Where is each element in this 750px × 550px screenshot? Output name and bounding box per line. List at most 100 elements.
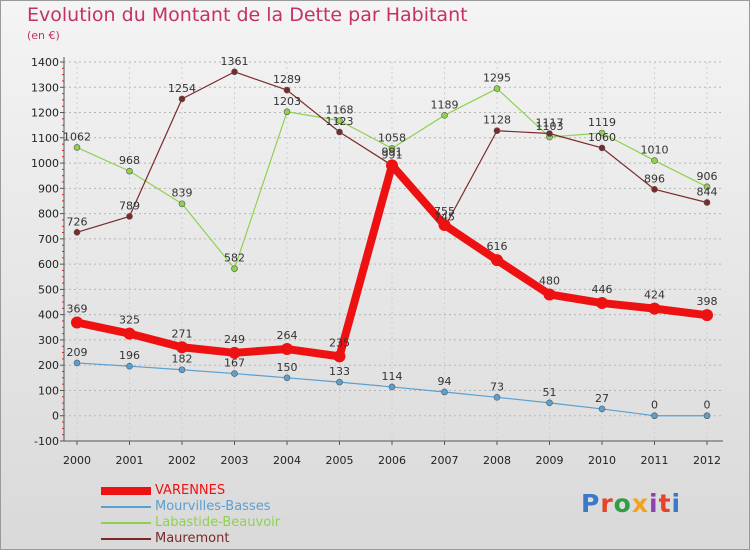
data-label: 249: [224, 333, 245, 346]
legend-item: VARENNES: [101, 483, 321, 499]
data-point: [231, 370, 238, 377]
legend: VARENNES Mourvilles-Basses Labastide-Beauv…: [101, 483, 321, 547]
data-label: 1289: [273, 73, 301, 86]
data-point: [543, 288, 556, 301]
data-label: 839: [172, 187, 193, 200]
data-label: 1058: [378, 131, 406, 144]
y-tick-label: 800: [38, 208, 59, 221]
data-point: [126, 362, 133, 370]
data-label: 167: [224, 357, 245, 370]
data-label: 424: [644, 289, 665, 302]
x-tick-label: 2001: [116, 454, 144, 467]
data-point: [703, 183, 711, 191]
data-label: 616: [487, 240, 508, 253]
y-tick-label: 1300: [31, 81, 59, 94]
data-point: [651, 157, 658, 164]
logo-letter: P: [581, 489, 601, 518]
data-label: 745: [434, 210, 455, 223]
data-label: 582: [224, 252, 245, 265]
data-point: [178, 366, 186, 374]
data-label: 73: [490, 380, 504, 393]
data-label: 1189: [431, 98, 459, 111]
data-label: 844: [697, 185, 718, 198]
data-label: 51: [543, 386, 557, 399]
data-label: 1295: [483, 72, 511, 85]
x-tick-label: 2008: [483, 454, 511, 467]
legend-label: VARENNES: [155, 483, 226, 498]
data-point: [703, 199, 711, 206]
legend-label: Labastide-Beauvoir: [155, 515, 281, 530]
data-label: 325: [119, 314, 140, 327]
x-tick-label: 2009: [536, 454, 564, 467]
series-labastide-beauvoir: [73, 85, 711, 272]
x-tick-label: 2005: [326, 454, 354, 467]
data-point: [231, 68, 238, 76]
data-point: [126, 167, 133, 175]
data-point: [73, 228, 81, 236]
data-label: 896: [644, 172, 665, 185]
data-label: 1060: [588, 131, 616, 144]
data-label: 0: [651, 399, 658, 412]
data-label: 1254: [168, 82, 196, 95]
x-tick-label: 2000: [63, 454, 91, 467]
legend-label: Mourvilles-Basses: [155, 499, 271, 514]
data-point: [283, 374, 291, 382]
data-label: 0: [704, 399, 711, 412]
data-point: [493, 85, 501, 92]
data-label: 1103: [536, 120, 564, 133]
series-mourvilles-basses: [73, 359, 711, 420]
data-label: 789: [119, 199, 140, 212]
data-label: 755: [434, 205, 455, 218]
data-label: 264: [277, 329, 298, 342]
data-point: [648, 302, 661, 315]
data-point: [283, 86, 291, 94]
data-point: [281, 343, 293, 356]
data-point: [388, 145, 396, 152]
x-tick-label: 2006: [378, 454, 406, 467]
y-tick-label: 0: [52, 410, 59, 423]
data-label: 398: [697, 295, 718, 308]
unit-label: (en €): [27, 29, 60, 42]
x-tick-label: 2007: [431, 454, 459, 467]
data-label: 235: [329, 336, 350, 349]
data-label: 369: [67, 302, 88, 315]
data-point: [231, 265, 238, 272]
legend-item: Mauremont: [101, 531, 321, 547]
data-point: [651, 186, 658, 193]
data-point: [123, 327, 136, 340]
data-point: [228, 346, 241, 359]
legend-item: Mourvilles-Basses: [101, 499, 321, 515]
x-tick-label: 2010: [588, 454, 616, 467]
y-tick-label: -100: [34, 435, 59, 448]
proxiti-logo: Proxiti: [581, 489, 681, 518]
data-label: 1119: [588, 116, 616, 129]
data-label: 1361: [221, 55, 249, 68]
data-label: 182: [172, 353, 193, 366]
data-label: 968: [119, 154, 140, 167]
data-label: 1117: [536, 117, 564, 130]
axes: -100010020030040050060070080090010001100…: [31, 56, 723, 467]
data-point: [493, 127, 501, 135]
data-label: 991: [382, 145, 403, 158]
x-tick-label: 2012: [693, 454, 721, 467]
y-tick-label: 1400: [31, 56, 59, 69]
y-tick-label: 300: [38, 334, 59, 347]
data-point: [491, 254, 503, 267]
data-point: [283, 108, 291, 116]
legend-swatch: [101, 487, 151, 495]
grid: [64, 61, 723, 442]
data-point: [546, 130, 553, 137]
data-point: [336, 378, 343, 386]
x-tick-label: 2004: [273, 454, 301, 467]
data-label: 1123: [326, 115, 354, 128]
legend-swatch: [101, 506, 151, 508]
data-point: [178, 95, 186, 103]
labels-layer: 209 196 182 167 150 133 114 94 73 51 27 0 0 1062 968 83…: [63, 55, 718, 412]
y-tick-label: 400: [38, 309, 59, 322]
series-varennes: [71, 159, 713, 363]
y-tick-label: 900: [38, 182, 59, 195]
data-label: 196: [119, 349, 140, 362]
data-point: [388, 383, 396, 391]
logo-letter: o: [613, 489, 632, 518]
